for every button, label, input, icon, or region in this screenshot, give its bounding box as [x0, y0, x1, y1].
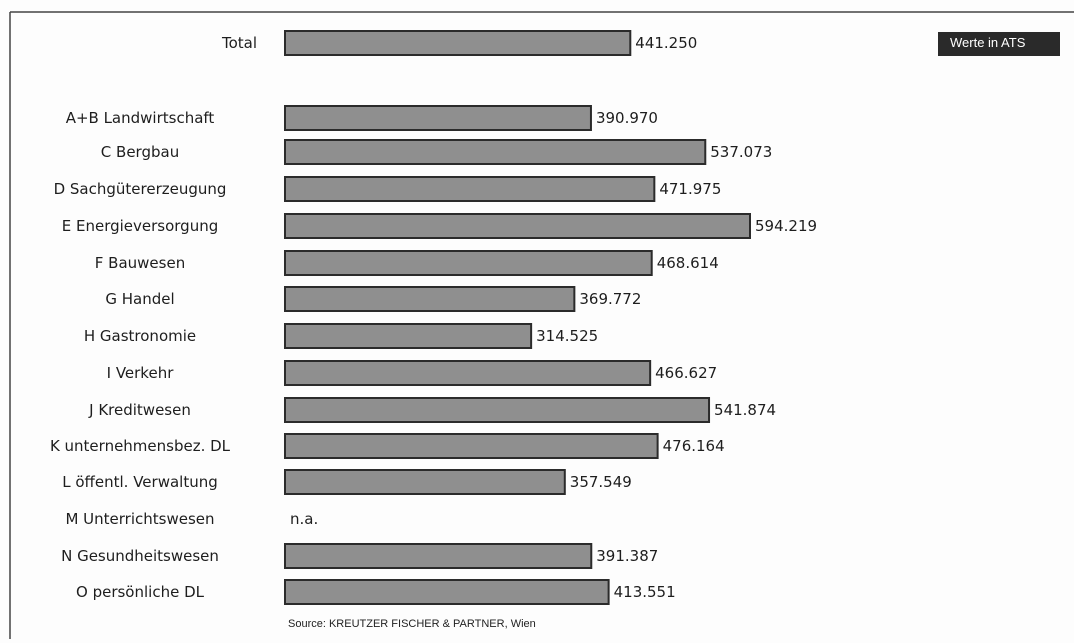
value-label-m-unterrichtswesen: n.a. [290, 510, 318, 528]
category-label-f-bauwesen: F Bauwesen [95, 254, 185, 272]
category-label-o-personliche-dl: O persönliche DL [76, 583, 205, 601]
category-label-m-unterrichtswesen: M Unterrichtswesen [65, 510, 214, 528]
value-label-e-energieversorgung: 594.219 [755, 217, 817, 235]
bar-k-unternehmensbez-dl [284, 433, 659, 459]
category-label-a-b-landwirtschaft: A+B Landwirtschaft [66, 109, 215, 127]
value-label-i-verkehr: 466.627 [655, 364, 717, 382]
value-label-total: 441.250 [635, 34, 697, 52]
units-badge: Werte in ATS [938, 32, 1060, 56]
value-label-l-offentl-verwaltung: 357.549 [570, 473, 632, 491]
source-note: Source: KREUTZER FISCHER & PARTNER, Wien [288, 618, 536, 630]
bar-a-b-landwirtschaft [284, 105, 592, 131]
value-label-d-sachgutererzeugung: 471.975 [659, 180, 721, 198]
bar-n-gesundheitswesen [284, 543, 593, 569]
category-label-d-sachgutererzeugung: D Sachgütererzeugung [54, 180, 227, 198]
value-label-n-gesundheitswesen: 391.387 [596, 547, 658, 565]
bar-g-handel [284, 286, 576, 312]
bar-d-sachgutererzeugung [284, 176, 656, 202]
value-label-j-kreditwesen: 541.874 [714, 401, 776, 419]
category-label-j-kreditwesen: J Kreditwesen [88, 401, 191, 419]
category-label-g-handel: G Handel [105, 290, 174, 308]
category-label-c-bergbau: C Bergbau [101, 143, 179, 161]
category-label-k-unternehmensbez-dl: K unternehmensbez. DL [50, 437, 231, 455]
value-label-h-gastronomie: 314.525 [536, 327, 598, 345]
value-label-o-personliche-dl: 413.551 [614, 583, 676, 601]
bar-c-bergbau [284, 139, 707, 165]
bar-e-energieversorgung [284, 213, 751, 239]
bar-f-bauwesen [284, 250, 653, 276]
bar-j-kreditwesen [284, 397, 711, 423]
value-label-c-bergbau: 537.073 [710, 143, 772, 161]
bar-o-personliche-dl [284, 579, 610, 605]
value-label-k-unternehmensbez-dl: 476.164 [663, 437, 725, 455]
bar-h-gastronomie [284, 323, 533, 349]
bar-l-offentl-verwaltung [284, 469, 566, 495]
category-label-l-offentl-verwaltung: L öffentl. Verwaltung [62, 473, 218, 491]
category-label-n-gesundheitswesen: N Gesundheitswesen [61, 547, 219, 565]
value-label-a-b-landwirtschaft: 390.970 [596, 109, 658, 127]
bar-total [284, 30, 632, 56]
category-label-i-verkehr: I Verkehr [107, 364, 175, 382]
category-label-h-gastronomie: H Gastronomie [84, 327, 196, 345]
value-label-g-handel: 369.772 [579, 290, 641, 308]
value-label-f-bauwesen: 468.614 [657, 254, 719, 272]
bar-i-verkehr [284, 360, 652, 386]
category-label-e-energieversorgung: E Energieversorgung [62, 217, 219, 235]
category-label-total: Total [221, 34, 257, 52]
